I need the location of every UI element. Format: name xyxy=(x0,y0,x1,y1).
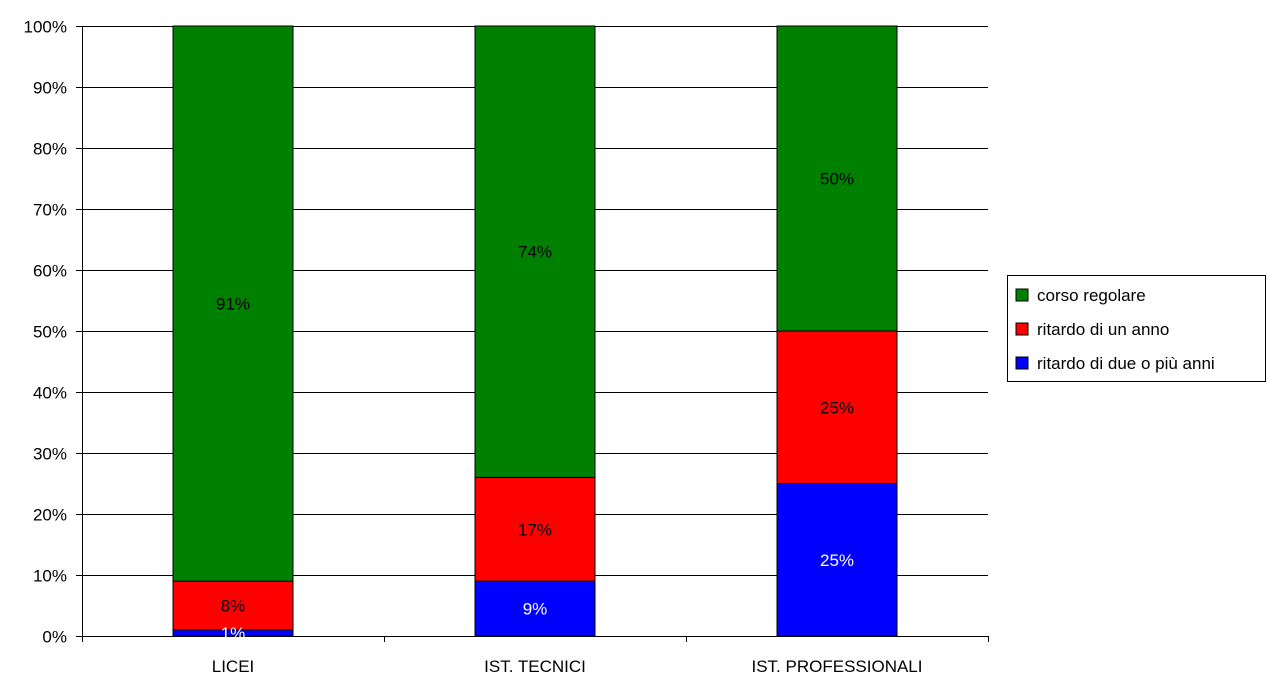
y-tick-label: 60% xyxy=(33,262,67,281)
y-tick-label: 80% xyxy=(33,140,67,159)
x-category-label: IST. PROFESSIONALI xyxy=(752,657,923,675)
y-tick-label: 0% xyxy=(42,628,67,647)
bar-segment xyxy=(474,476,596,582)
data-label: 9% xyxy=(523,600,548,619)
y-tick-label: 70% xyxy=(33,201,67,220)
legend-label: ritardo di due o più anni xyxy=(1037,354,1215,373)
bars xyxy=(172,25,898,637)
legend-swatch xyxy=(1015,322,1029,336)
y-tick-label: 100% xyxy=(24,18,67,37)
legend-swatch xyxy=(1015,356,1029,370)
x-category-label: LICEI xyxy=(212,657,255,675)
legend-box xyxy=(1007,275,1266,382)
bar-segment xyxy=(172,580,294,631)
legend-label: corso regolare xyxy=(1037,286,1146,305)
axes: 0% 10% 20% 30% 40% 50% 60% 70% 80% 90% 100% LICEI IS… xyxy=(24,18,989,675)
data-label: 8% xyxy=(221,597,246,616)
data-label: 50% xyxy=(820,170,854,189)
legend-label: ritardo di un anno xyxy=(1037,320,1169,339)
bar-segment xyxy=(776,483,898,637)
data-label: 25% xyxy=(820,398,854,417)
data-label: 17% xyxy=(518,520,552,539)
y-tick-label: 20% xyxy=(33,506,67,525)
bar-segment xyxy=(776,330,898,484)
data-label: 74% xyxy=(518,243,552,262)
legend: corso regolare ritardo di un anno ritardo … xyxy=(1007,275,1266,382)
bar-segment xyxy=(474,580,596,637)
y-tick-label: 40% xyxy=(33,384,67,403)
bar-segment xyxy=(172,25,294,582)
y-tick-label: 90% xyxy=(33,79,67,98)
data-labels: 1% 8% 91% 9% 17% 74% 25% 25% 50% xyxy=(216,170,854,643)
data-label: 1% xyxy=(221,624,246,643)
data-label: 91% xyxy=(216,295,250,314)
legend-swatch xyxy=(1015,288,1029,302)
y-tick-label: 10% xyxy=(33,567,67,586)
y-tick-label: 30% xyxy=(33,445,67,464)
bar-segment xyxy=(474,25,596,478)
x-category-label: IST. TECNICI xyxy=(484,657,586,675)
data-label: 25% xyxy=(820,551,854,570)
y-tick-label: 50% xyxy=(33,323,67,342)
bar-segment xyxy=(776,25,898,332)
